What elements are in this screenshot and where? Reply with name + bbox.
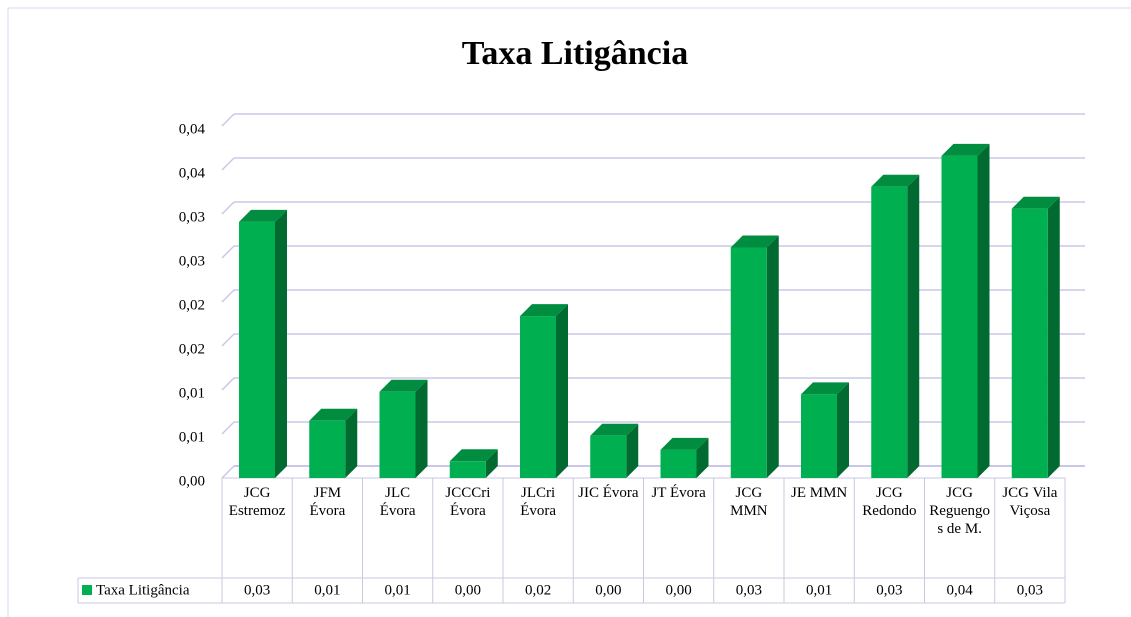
x-tick-label: JFM Évora xyxy=(309,485,346,519)
bar-side xyxy=(977,143,990,479)
bar-top xyxy=(309,408,358,421)
table-value: 0,03 xyxy=(244,582,270,598)
x-tick-label: JT Évora xyxy=(651,485,706,501)
bar xyxy=(379,391,416,478)
grid-side xyxy=(221,421,235,435)
bar xyxy=(449,461,486,478)
y-tick-label: 0,03 xyxy=(179,253,205,269)
x-tick-label-box: JT Évora xyxy=(651,485,706,501)
y-tick-label: 0,04 xyxy=(179,165,206,181)
x-tick-label-box: JFM Évora xyxy=(309,485,346,519)
grid-side xyxy=(221,245,235,259)
x-tick-label-box: JE MMN xyxy=(790,485,848,501)
y-tick-label: 0,02 xyxy=(179,341,205,357)
table-value: 0,03 xyxy=(876,582,902,598)
grid-side xyxy=(221,289,235,303)
bar xyxy=(801,394,837,478)
bar-side xyxy=(1047,196,1060,478)
bar-top xyxy=(1011,196,1060,209)
x-tick-label: JCG MMN xyxy=(730,485,768,519)
y-tick-label: 0,01 xyxy=(179,385,205,401)
table-value: 0,00 xyxy=(666,582,692,598)
bar-top xyxy=(590,423,639,436)
table-value: 0,01 xyxy=(806,582,832,598)
bar xyxy=(309,420,346,478)
table-value: 0,00 xyxy=(455,582,481,598)
x-tick-label: JCG Redondo xyxy=(862,485,917,519)
x-tick-label: JLC Évora xyxy=(379,485,416,519)
x-tick-label-box: JCCCri Évora xyxy=(445,485,491,519)
bar-side xyxy=(907,174,920,478)
grid-side xyxy=(221,333,235,347)
bar xyxy=(239,221,275,479)
y-tick-label: 0,02 xyxy=(179,297,205,313)
x-tick-label: JLCri Évora xyxy=(520,485,557,519)
bar xyxy=(1011,208,1048,478)
x-tick-label-box: JLC Évora xyxy=(379,485,416,519)
grid-side xyxy=(221,157,235,171)
x-tick-label-box: JCG Vila Viçosa xyxy=(1002,485,1058,519)
bar-top xyxy=(871,174,920,187)
bar xyxy=(871,186,908,478)
bar-side xyxy=(696,437,709,478)
bar-side xyxy=(275,209,287,479)
table-value: 0,00 xyxy=(595,582,621,598)
x-tick-label: JCG Vila Viçosa xyxy=(1002,485,1058,519)
x-tick-label: JCG Reguengos de M. xyxy=(929,485,991,537)
bar-side xyxy=(485,449,498,478)
y-tick-label: 0,01 xyxy=(179,429,205,445)
x-tick-label-box: JCG Estremoz xyxy=(228,485,286,519)
bar-top xyxy=(520,304,568,317)
x-tick-label: JCG Estremoz xyxy=(228,485,286,519)
bar-side xyxy=(626,423,639,478)
bar-top xyxy=(660,437,709,450)
bar-side xyxy=(837,382,849,478)
legend-label: Taxa Litigância xyxy=(96,582,190,598)
x-tick-label: JE MMN xyxy=(790,485,848,501)
bar-side xyxy=(415,379,428,478)
grid-side xyxy=(221,377,235,391)
bar xyxy=(941,155,978,479)
bar-top xyxy=(379,379,428,392)
table-value: 0,02 xyxy=(525,582,551,598)
bar-top xyxy=(801,382,849,395)
table-value: 0,03 xyxy=(1017,582,1043,598)
bar-side xyxy=(345,408,358,478)
bar xyxy=(730,247,767,478)
x-tick-label-box: JCG MMN xyxy=(730,485,768,519)
bar xyxy=(660,449,697,478)
x-tick-label-box: JIC Évora xyxy=(578,485,639,501)
chart-title: Taxa Litigância xyxy=(462,35,688,72)
table-value: 0,01 xyxy=(385,582,411,598)
bar-top xyxy=(941,143,990,156)
y-tick-label: 0,00 xyxy=(179,473,205,489)
bar-top xyxy=(449,449,498,462)
bar-top xyxy=(730,235,779,248)
x-tick-label: JCCCri Évora xyxy=(445,485,491,519)
x-tick-label: JIC Évora xyxy=(578,485,639,501)
table-value: 0,03 xyxy=(736,582,762,598)
x-tick-label-box: JCG Redondo xyxy=(862,485,917,519)
bar xyxy=(590,435,627,478)
table-value: 0,04 xyxy=(947,582,974,598)
y-tick-label: 0,03 xyxy=(179,209,205,225)
bar-side xyxy=(766,235,779,478)
bar-top xyxy=(239,209,287,222)
grid-side xyxy=(221,113,235,127)
x-tick-label-box: JCG Reguengos de M. xyxy=(929,485,991,537)
x-tick-label-box: JLCri Évora xyxy=(520,485,557,519)
grid-side xyxy=(221,201,235,215)
legend-swatch xyxy=(82,585,92,595)
bar xyxy=(520,316,556,478)
table-value: 0,01 xyxy=(314,582,340,598)
y-tick-label: 0,04 xyxy=(179,121,206,137)
bar-side xyxy=(556,304,568,478)
grid-side xyxy=(221,465,235,479)
